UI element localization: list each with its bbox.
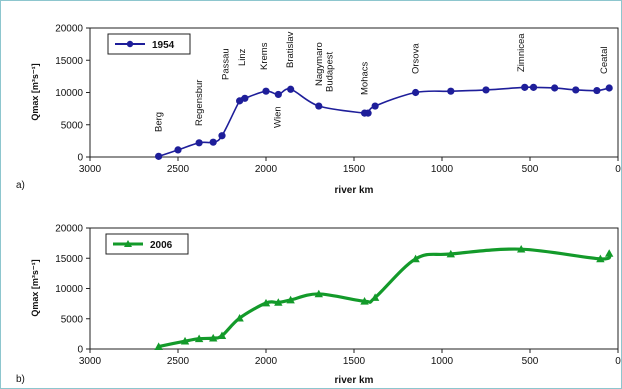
x-tick-label: 500 — [522, 356, 539, 367]
x-tick-label: 1500 — [343, 164, 366, 175]
data-point — [209, 138, 217, 146]
data-point — [596, 254, 605, 263]
station-label: Regensbur — [194, 80, 205, 126]
station-label: Budapest — [324, 51, 335, 92]
data-point — [174, 146, 182, 154]
data-point — [605, 249, 614, 257]
panel-b-legend-swatch-marker — [124, 240, 132, 247]
panel-a-legend-swatch-marker — [126, 40, 134, 48]
station-label: Mohacs — [360, 61, 371, 95]
panel-a-x-axis-label: river km — [335, 185, 374, 196]
data-point — [274, 298, 283, 306]
station-label: Passau — [221, 48, 232, 80]
station-label: Linz — [237, 48, 248, 66]
panel-b: Qmax [m³s⁻¹] river km b) 050001000015000… — [16, 224, 621, 387]
panel-b-legend-box — [105, 233, 189, 255]
panel-b-legend-label: 2006 — [150, 240, 173, 251]
station-label: Zimnicea — [516, 33, 527, 72]
data-point — [286, 295, 295, 304]
y-tick-label: 10000 — [55, 284, 83, 295]
panel-a: Qmax [m³s⁻¹] river km a) 050001000015000… — [16, 24, 621, 197]
data-point — [315, 102, 323, 110]
x-tick-label: 1000 — [431, 356, 454, 367]
data-point — [314, 289, 323, 298]
y-tick-label: 15000 — [55, 254, 83, 265]
data-point — [411, 254, 420, 263]
data-point — [241, 94, 249, 102]
data-point — [194, 334, 204, 343]
data-point — [364, 109, 372, 117]
y-tick-label: 0 — [77, 153, 83, 164]
data-point — [274, 90, 282, 99]
panel-b-y-axis-label: Qmax [m³s⁻¹] — [30, 259, 40, 316]
data-point — [218, 132, 226, 140]
panel-b-panel-label: b) — [16, 374, 25, 385]
station-label: Ceatal — [599, 47, 610, 74]
x-tick-label: 1500 — [343, 356, 366, 367]
station-label: Bratislav — [285, 31, 296, 68]
data-point — [412, 88, 420, 97]
y-tick-label: 15000 — [55, 56, 83, 67]
data-point — [180, 336, 190, 345]
station-label: Wien — [272, 106, 283, 128]
data-point — [551, 84, 559, 92]
panel-a-y-axis-label: Qmax [m³s⁻¹] — [30, 63, 40, 120]
panel-a-series — [155, 83, 613, 160]
data-point — [209, 333, 218, 342]
data-point — [195, 139, 203, 147]
x-tick-label: 2500 — [167, 164, 190, 175]
data-point — [605, 84, 613, 92]
data-point — [447, 87, 455, 95]
data-point — [371, 102, 379, 110]
panel-b-x-axis-label: river km — [335, 375, 374, 386]
data-point — [446, 249, 455, 258]
data-point — [482, 86, 490, 94]
data-point — [262, 87, 270, 95]
data-point — [287, 85, 295, 93]
panel-a-legend: 1954 — [107, 33, 191, 55]
station-label: Orsova — [411, 43, 422, 74]
x-tick-label: 0 — [615, 164, 621, 175]
data-point — [360, 297, 369, 305]
data-point — [572, 86, 580, 94]
x-tick-label: 0 — [615, 356, 621, 367]
data-point — [521, 83, 529, 91]
panel-b-x-ticks: 3000 2500 2000 1500 1000 500 0 — [79, 349, 621, 367]
x-tick-label: 2000 — [255, 164, 278, 175]
x-tick-label: 1000 — [431, 164, 454, 175]
data-point — [370, 293, 380, 301]
panel-a-x-ticks: 3000 2500 2000 1500 1000 500 0 — [79, 157, 621, 175]
x-tick-label: 3000 — [79, 164, 102, 175]
panel-b-y-ticks: 0 5000 10000 15000 20000 — [55, 224, 90, 356]
station-label: Berg — [154, 112, 165, 132]
panel-a-y-ticks: 0 5000 10000 15000 20000 — [55, 24, 90, 164]
y-tick-label: 20000 — [55, 224, 83, 235]
panel-a-annotations: Berg Regensbur Passau Linz Krems Wien Bratisla… — [154, 31, 610, 132]
data-point — [217, 331, 227, 340]
data-point — [593, 86, 601, 95]
y-tick-label: 10000 — [55, 88, 83, 99]
data-point — [235, 313, 244, 322]
data-point — [155, 152, 163, 160]
panel-a-legend-box — [107, 33, 191, 55]
y-tick-label: 20000 — [55, 24, 83, 35]
panel-a-legend-label: 1954 — [152, 40, 175, 51]
station-label: Krems — [259, 42, 270, 70]
data-point — [261, 298, 271, 307]
panel-a-panel-label: a) — [16, 180, 25, 191]
station-label: Nagymaro — [314, 42, 325, 86]
x-tick-label: 2000 — [255, 356, 278, 367]
y-tick-label: 5000 — [61, 120, 84, 131]
panel-b-legend: 2006 — [105, 233, 189, 255]
panel-b-series — [154, 244, 614, 350]
x-tick-label: 500 — [522, 164, 539, 175]
y-tick-label: 0 — [77, 345, 83, 356]
data-point — [529, 83, 538, 91]
y-tick-label: 5000 — [61, 314, 84, 325]
data-point — [517, 244, 526, 253]
x-tick-label: 3000 — [79, 356, 102, 367]
x-tick-label: 2500 — [167, 356, 190, 367]
data-point — [154, 342, 163, 350]
